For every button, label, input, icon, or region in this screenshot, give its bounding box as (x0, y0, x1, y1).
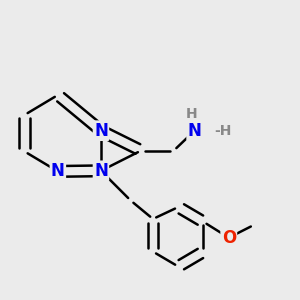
Text: N: N (51, 162, 65, 180)
Text: -H: -H (214, 124, 231, 138)
Text: N: N (188, 122, 202, 140)
Text: N: N (94, 162, 108, 180)
Text: H: H (186, 107, 197, 121)
Text: N: N (94, 122, 108, 140)
Text: O: O (222, 229, 236, 247)
